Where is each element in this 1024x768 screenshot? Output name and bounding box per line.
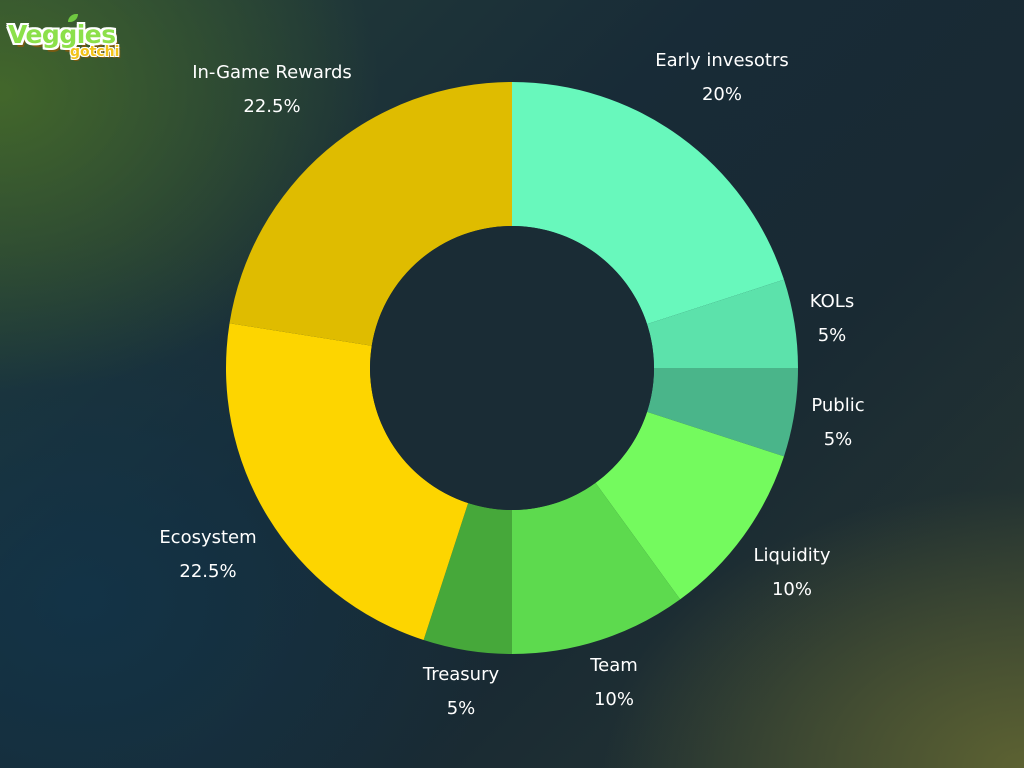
slice-labels: Early invesotrs 20% KOLs 5% Public 5% Liquidit… [159,50,864,719]
donut-center-hole [370,226,654,510]
slice-treasury [423,503,512,654]
slice-label: Treasury [422,664,500,685]
slice-team [512,482,681,654]
logo-title: Veggies [8,20,116,49]
slice-public [647,368,798,457]
slice-value-label: 22.5% [179,561,236,582]
slice-value-label: 10% [594,689,634,710]
slice-label: KOLs [810,291,854,312]
slice-early-invesotrs [512,82,785,325]
slice-value-label: 20% [702,84,742,105]
logo-subtitle: gotchi [70,44,120,60]
slice-label: Team [589,655,638,676]
slice-kols [647,279,798,368]
slice-in-game-rewards [229,81,513,346]
slice-label: Public [811,395,864,416]
slice-ecosystem [226,323,469,641]
donut-slices [226,81,798,654]
slice-label: Ecosystem [159,527,256,548]
veggies-gotchi-logo: Veggies gotchi [8,14,120,68]
slice-value-label: 10% [772,579,812,600]
slice-value-label: 5% [447,698,476,719]
slice-value-label: 5% [818,325,847,346]
slice-label: Early invesotrs [655,50,789,71]
slice-value-label: 22.5% [243,96,300,117]
slice-liquidity [595,411,785,600]
slice-label: In-Game Rewards [192,62,352,83]
leaf-icon [68,14,78,22]
slice-label: Liquidity [753,545,830,566]
slice-value-label: 5% [824,429,853,450]
